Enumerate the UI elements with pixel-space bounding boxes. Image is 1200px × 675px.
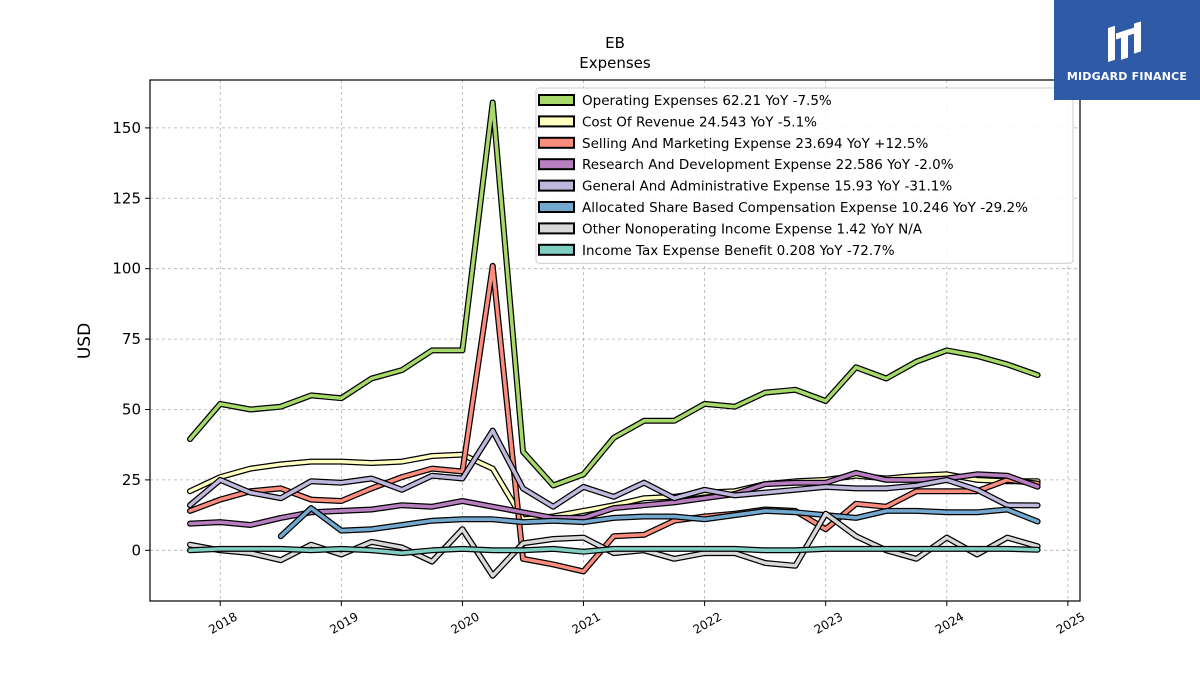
series-line-3: [187, 469, 1041, 528]
legend-label: Allocated Share Based Compensation Expen…: [582, 200, 1028, 216]
series-line-0: [187, 99, 1041, 489]
legend-label: General And Administrative Expense 15.93…: [582, 179, 952, 195]
y-tick-label: 25: [122, 471, 141, 489]
legend-swatch: [538, 201, 575, 213]
series-line-stroke: [188, 428, 1040, 509]
logo-text: MIDGARD FINANCE: [1066, 70, 1188, 83]
series-layer: [187, 99, 1041, 579]
legend-swatch: [538, 136, 575, 149]
series-line-stroke: [188, 471, 1040, 527]
y-tick-label: 125: [112, 189, 141, 207]
legend-swatch: [538, 115, 575, 128]
series-line-7: [187, 545, 1041, 557]
series-line-5: [277, 505, 1041, 540]
legend-swatch: [538, 179, 575, 192]
y-tick-label: 50: [122, 400, 141, 418]
series-line-2: [187, 262, 1041, 575]
series-line-stroke: [188, 100, 1040, 488]
legend-label: Income Tax Expense Benefit 0.208 YoY -72…: [582, 243, 895, 259]
chart-title: EB: [605, 34, 625, 52]
legend: Operating Expenses 62.21 YoY -7.5% Cost O…: [535, 87, 1074, 264]
legend-label: Cost Of Revenue 24.543 YoY -5.1%: [582, 114, 817, 130]
chart-subtitle: Expenses: [579, 54, 651, 72]
series-line-stroke: [188, 264, 1040, 574]
series-line-4: [187, 427, 1041, 510]
logo-mark-icon: [1108, 21, 1141, 63]
legend-swatch: [538, 158, 575, 171]
legend-swatch: [538, 243, 575, 256]
brand-logo: MIDGARD FINANCE: [1054, 0, 1200, 100]
y-tick-label: 75: [122, 330, 141, 348]
legend-label: Research And Development Expense 22.586 …: [582, 157, 954, 173]
series-line-stroke: [279, 506, 1040, 538]
legend-swatch: [538, 94, 575, 106]
legend-label: Other Nonoperating Income Expense 1.42 Y…: [582, 221, 923, 237]
legend-box: [535, 87, 1074, 264]
y-tick-label: 150: [112, 119, 141, 137]
legend-label: Selling And Marketing Expense 23.694 YoY…: [582, 136, 928, 152]
plot-frame: [149, 79, 1081, 602]
y-axis-label: USD: [75, 323, 95, 359]
y-tick-label: 0: [131, 541, 141, 559]
legend-swatch: [538, 222, 575, 235]
y-tick-label: 100: [112, 260, 141, 278]
legend-label: Operating Expenses 62.21 YoY -7.5%: [582, 93, 832, 109]
series-line-stroke: [188, 547, 1040, 555]
